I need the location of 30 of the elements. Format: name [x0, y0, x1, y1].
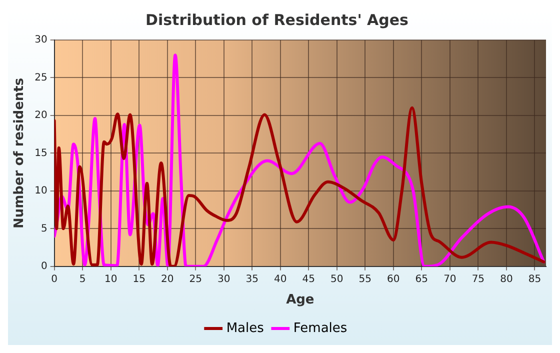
- x-tick-label: 35: [246, 274, 258, 285]
- x-tick-label: 55: [358, 274, 372, 285]
- x-tick-label: 45: [302, 274, 316, 285]
- x-axis-title: Age: [286, 292, 314, 308]
- legend-label: Males: [226, 320, 264, 336]
- y-tick-label: 5: [40, 223, 48, 234]
- y-tick-label: 10: [34, 186, 48, 197]
- x-tick-label: 0: [51, 274, 58, 285]
- x-tick-label: 20: [160, 274, 174, 285]
- x-tick-label: 80: [500, 274, 513, 285]
- x-tick-label: 15: [132, 274, 146, 285]
- y-tick-label: 20: [34, 110, 48, 122]
- x-tick-label: 40: [274, 274, 287, 285]
- y-tick-label: 15: [34, 148, 48, 159]
- x-tick-label: 10: [104, 274, 118, 285]
- y-axis-title: Number of residents: [12, 78, 28, 229]
- y-tick-label: 30: [34, 34, 48, 46]
- legend-label: Females: [293, 320, 348, 336]
- y-tick-label: 0: [40, 260, 48, 272]
- x-tick-label: 65: [415, 274, 428, 285]
- y-tick-label: 25: [34, 72, 48, 84]
- x-tick-label: 70: [444, 274, 456, 285]
- x-tick-label: 75: [472, 274, 485, 285]
- x-tick-label: 85: [528, 274, 542, 285]
- x-tick-label: 30: [218, 274, 230, 285]
- x-tick-label: 25: [189, 274, 202, 285]
- x-tick-label: 60: [387, 274, 400, 285]
- chart-title: Distribution of Residents' Ages: [146, 10, 409, 29]
- x-tick-label: 5: [79, 274, 86, 285]
- x-tick-label: 50: [330, 274, 344, 285]
